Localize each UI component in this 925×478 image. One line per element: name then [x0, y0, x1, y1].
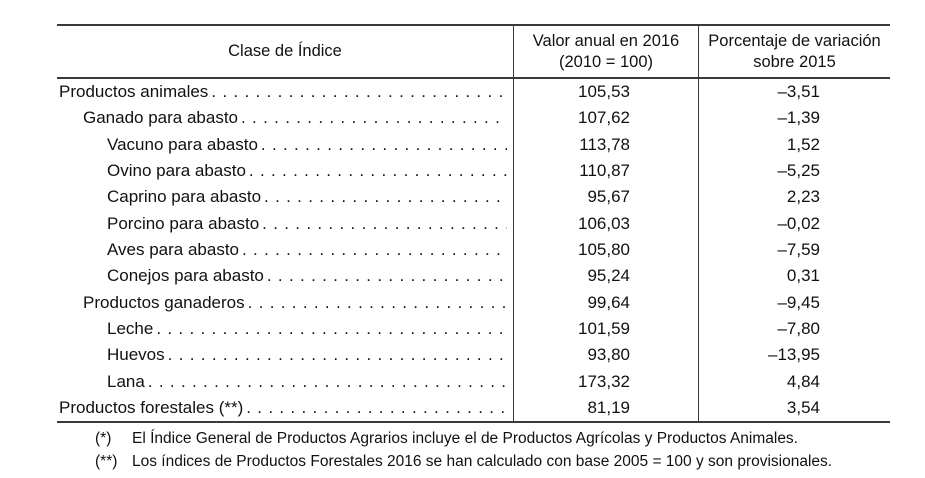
row-value-2016: 101,59 — [513, 316, 698, 343]
leader-dots: . . . . . . . . . . . . . . . . . . . . … — [167, 345, 507, 365]
row-label-cell: Ganado para abasto . . . . . . . . . . .… — [57, 105, 513, 131]
header-porcentaje-line1: Porcentaje de variación — [708, 31, 881, 50]
table-row: Porcino para abasto . . . . . . . . . . … — [57, 210, 890, 238]
table-header-row: Clase de Índice Valor anual en 2016 (201… — [57, 26, 890, 79]
row-value-2016: 95,24 — [513, 263, 698, 290]
row-pct-variation: –1,39 — [698, 105, 890, 132]
table-row: Lana . . . . . . . . . . . . . . . . . .… — [57, 368, 890, 396]
row-label: Productos forestales (**) — [59, 398, 244, 418]
header-valor-anual: Valor anual en 2016 (2010 = 100) — [513, 26, 698, 77]
leader-dots: . . . . . . . . . . . . . . . . . . . . … — [241, 108, 507, 128]
row-label: Productos ganaderos — [83, 292, 245, 312]
row-label-cell: Leche . . . . . . . . . . . . . . . . . … — [57, 316, 513, 342]
row-label-cell: Caprino para abasto . . . . . . . . . . … — [57, 184, 513, 210]
row-label-cell: Ovino para abasto . . . . . . . . . . . … — [57, 158, 513, 184]
row-value-2016: 93,80 — [513, 342, 698, 369]
row-pct-variation: 0,31 — [698, 263, 890, 290]
footnote-asterisk: (*) El Índice General de Productos Agrar… — [95, 427, 832, 450]
row-label: Leche — [107, 319, 154, 339]
header-valor-line1: Valor anual en 2016 — [532, 31, 680, 50]
row-label-cell: Huevos . . . . . . . . . . . . . . . . .… — [57, 342, 513, 368]
row-pct-variation: 2,23 — [698, 184, 890, 211]
row-label: Conejos para abasto — [107, 266, 264, 286]
row-value-2016: 105,80 — [513, 237, 698, 264]
leader-dots: . . . . . . . . . . . . . . . . . . . . … — [264, 187, 507, 207]
table-row: Conejos para abasto . . . . . . . . . . … — [57, 263, 890, 290]
table-row: Productos animales . . . . . . . . . . .… — [57, 79, 890, 106]
row-pct-variation: –5,25 — [698, 158, 890, 185]
leader-dots: . . . . . . . . . . . . . . . . . . . . … — [242, 240, 507, 260]
row-pct-variation: 4,84 — [698, 368, 890, 396]
footnote-marker: (**) — [95, 453, 118, 470]
row-label: Ganado para abasto — [83, 108, 239, 128]
table-row: Vacuno para abasto . . . . . . . . . . .… — [57, 131, 890, 159]
row-label-cell: Productos ganaderos . . . . . . . . . . … — [57, 290, 513, 316]
row-pct-variation: –13,95 — [698, 342, 890, 369]
row-value-2016: 105,53 — [513, 79, 698, 106]
row-pct-variation: –7,80 — [698, 316, 890, 343]
row-value-2016: 113,78 — [513, 131, 698, 159]
table-row: Caprino para abasto . . . . . . . . . . … — [57, 184, 890, 211]
index-table: Clase de Índice Valor anual en 2016 (201… — [57, 24, 890, 424]
footnote-marker: (*) — [95, 430, 112, 447]
row-label: Vacuno para abasto — [107, 134, 258, 154]
row-label: Caprino para abasto — [107, 187, 262, 207]
table-row: Leche . . . . . . . . . . . . . . . . . … — [57, 316, 890, 343]
header-clase-label: Clase de Índice — [228, 42, 342, 60]
row-label: Productos animales — [59, 82, 209, 101]
row-pct-variation: –3,51 — [698, 79, 890, 106]
row-value-2016: 107,62 — [513, 105, 698, 132]
row-pct-variation: 1,52 — [698, 131, 890, 159]
footnote-double-asterisk: (**) Los índices de Productos Forestales… — [95, 450, 832, 473]
row-label-cell: Productos forestales (**) . . . . . . . … — [57, 395, 513, 421]
row-label: Huevos — [107, 345, 165, 365]
row-value-2016: 81,19 — [513, 395, 698, 422]
row-value-2016: 173,32 — [513, 368, 698, 396]
row-label: Porcino para abasto — [107, 213, 260, 233]
leader-dots: . . . . . . . . . . . . . . . . . . . . … — [248, 161, 507, 181]
leader-dots: . . . . . . . . . . . . . . . . . . . . … — [211, 82, 507, 101]
table-row: Productos forestales (**) . . . . . . . … — [57, 395, 890, 422]
row-label-cell: Porcino para abasto . . . . . . . . . . … — [57, 211, 513, 237]
leader-dots: . . . . . . . . . . . . . . . . . . . . … — [147, 371, 507, 391]
leader-dots: . . . . . . . . . . . . . . . . . . . . … — [156, 319, 507, 339]
row-value-2016: 110,87 — [513, 158, 698, 185]
table-row: Ganado para abasto . . . . . . . . . . .… — [57, 105, 890, 132]
leader-dots: . . . . . . . . . . . . . . . . . . . . … — [266, 266, 507, 286]
header-clase-de-indice: Clase de Índice — [57, 26, 513, 77]
row-pct-variation: –7,59 — [698, 237, 890, 264]
footnote-text: Los índices de Productos Forestales 2016… — [132, 453, 833, 470]
table-row: Ovino para abasto . . . . . . . . . . . … — [57, 158, 890, 185]
table-row: Huevos . . . . . . . . . . . . . . . . .… — [57, 342, 890, 369]
row-pct-variation: –9,45 — [698, 289, 890, 317]
table-body: Productos animales . . . . . . . . . . .… — [57, 79, 890, 422]
table-row: Aves para abasto . . . . . . . . . . . .… — [57, 237, 890, 264]
footnote-text: El Índice General de Productos Agrarios … — [132, 430, 798, 447]
header-porcentaje-line2: sobre 2015 — [753, 52, 836, 71]
row-label: Lana — [107, 371, 145, 391]
footnotes: (*) El Índice General de Productos Agrar… — [95, 427, 832, 473]
row-label-cell: Vacuno para abasto . . . . . . . . . . .… — [57, 132, 513, 158]
row-value-2016: 106,03 — [513, 210, 698, 238]
row-label-cell: Lana . . . . . . . . . . . . . . . . . .… — [57, 369, 513, 395]
leader-dots: . . . . . . . . . . . . . . . . . . . . … — [262, 213, 507, 233]
row-label-cell: Conejos para abasto . . . . . . . . . . … — [57, 263, 513, 289]
leader-dots: . . . . . . . . . . . . . . . . . . . . … — [260, 134, 507, 154]
row-value-2016: 99,64 — [513, 289, 698, 317]
row-pct-variation: 3,54 — [698, 395, 890, 422]
row-label-cell: Aves para abasto . . . . . . . . . . . .… — [57, 237, 513, 263]
header-porcentaje-variacion: Porcentaje de variación sobre 2015 — [698, 26, 890, 77]
leader-dots: . . . . . . . . . . . . . . . . . . . . … — [247, 292, 507, 312]
row-label: Ovino para abasto — [107, 161, 246, 181]
row-label: Aves para abasto — [107, 240, 239, 260]
table-row: Productos ganaderos . . . . . . . . . . … — [57, 289, 890, 317]
row-label-cell: Productos animales . . . . . . . . . . .… — [57, 79, 513, 105]
row-value-2016: 95,67 — [513, 184, 698, 211]
row-pct-variation: –0,02 — [698, 210, 890, 238]
header-valor-line2: (2010 = 100) — [558, 52, 654, 71]
leader-dots: . . . . . . . . . . . . . . . . . . . . … — [246, 398, 507, 418]
